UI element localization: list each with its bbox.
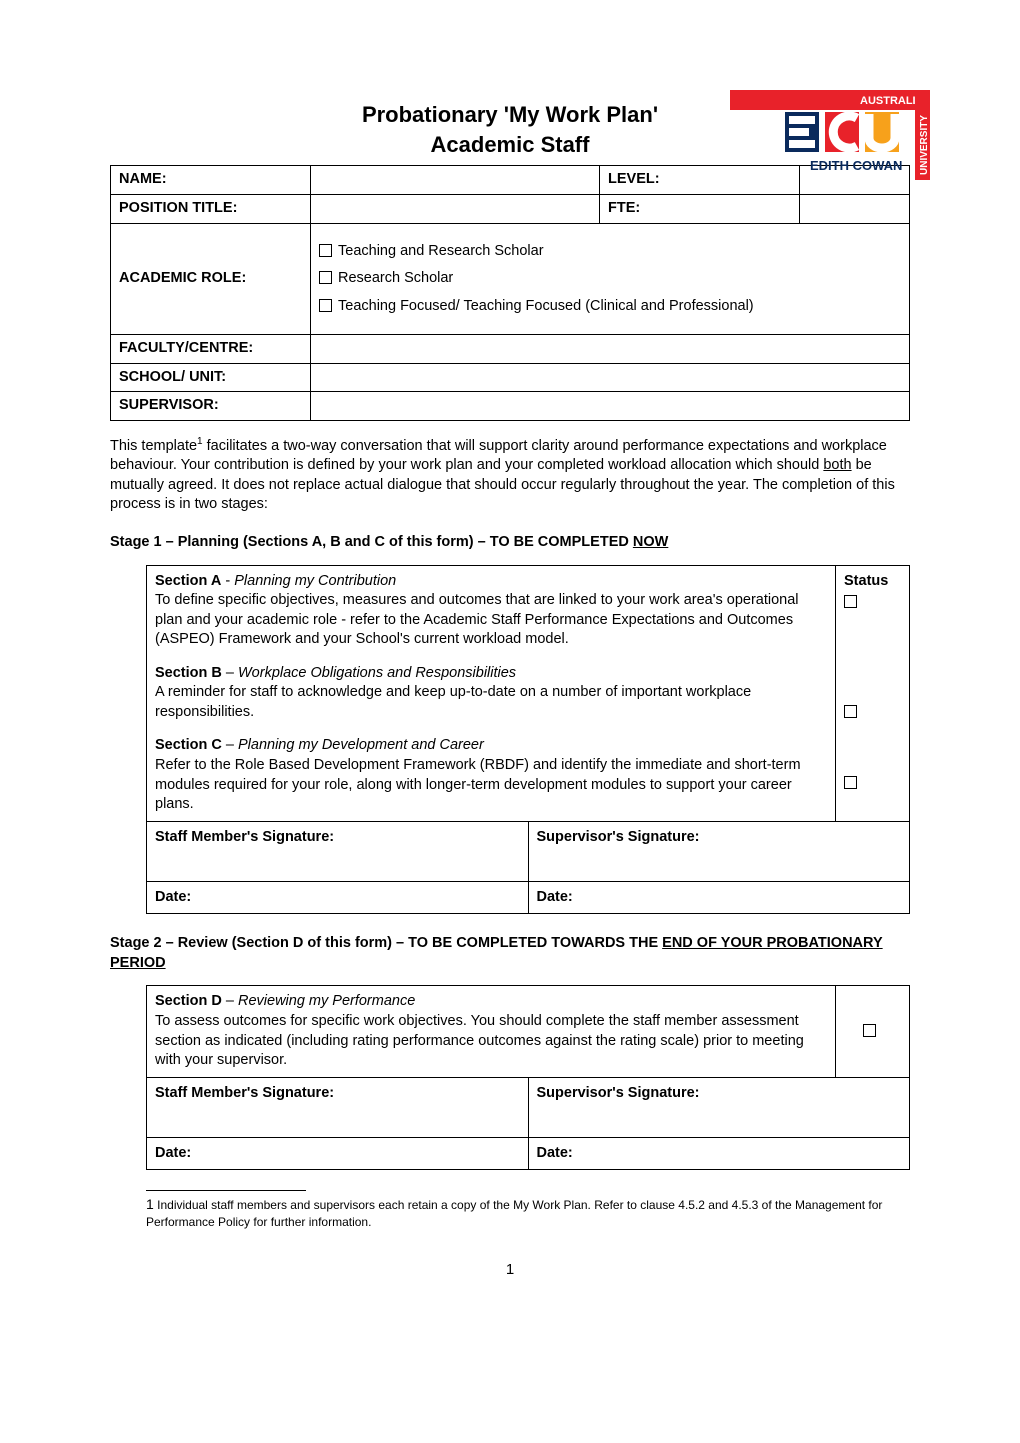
section-d-subtitle: Reviewing my Performance [238, 993, 415, 1009]
stage1-staff-date[interactable]: Date: [147, 881, 529, 914]
section-a: Section A - Planning my Contribution To … [155, 572, 827, 650]
status-label: Status [844, 572, 901, 592]
footnote: 1 Individual staff members and superviso… [146, 1195, 910, 1230]
checkbox-icon[interactable] [319, 271, 332, 284]
fte-field[interactable] [800, 194, 910, 223]
role-options: Teaching and Research Scholar Research S… [311, 223, 910, 335]
ecu-logo: AUSTRALIA UNIVERSITY EDITH COWAN [730, 90, 930, 180]
name-field[interactable] [311, 166, 600, 195]
role-option-a[interactable]: Teaching and Research Scholar [319, 242, 901, 262]
role-b-label: Research Scholar [338, 270, 453, 286]
school-field[interactable] [311, 363, 910, 392]
sup-sig-label: Supervisor's Signature: [537, 1085, 700, 1101]
checkbox-icon[interactable] [844, 595, 857, 608]
intro-a: This template [110, 438, 197, 454]
checkbox-icon[interactable] [319, 299, 332, 312]
stage1-sup-date[interactable]: Date: [528, 881, 910, 914]
position-field[interactable] [311, 194, 600, 223]
school-label: SCHOOL/ UNIT: [111, 363, 311, 392]
page-number: 1 [110, 1260, 910, 1280]
section-d-dash: – [222, 993, 238, 1009]
date-label: Date: [537, 1145, 573, 1161]
checkbox-icon[interactable] [863, 1024, 876, 1037]
section-c-dash: – [222, 737, 238, 753]
staff-sig-label: Staff Member's Signature: [155, 829, 334, 845]
staff-sig-label: Staff Member's Signature: [155, 1085, 334, 1101]
stage2-heading: Stage 2 – Review (Section D of this form… [110, 934, 910, 973]
faculty-field[interactable] [311, 335, 910, 364]
stage1-sig-table: Staff Member's Signature: Supervisor's S… [146, 821, 910, 915]
stage1-table: Section A - Planning my Contribution To … [146, 565, 910, 822]
stage1-status-col: Status [836, 565, 910, 821]
name-label: NAME: [111, 166, 311, 195]
stage2-staff-sig-cell[interactable]: Staff Member's Signature: [147, 1077, 529, 1137]
section-c-body: Refer to the Role Based Development Fram… [155, 757, 801, 812]
svg-text:UNIVERSITY: UNIVERSITY [919, 115, 930, 175]
footnote-text: Individual staff members and supervisors… [146, 1198, 882, 1229]
stage2-sig-table: Staff Member's Signature: Supervisor's S… [146, 1077, 910, 1171]
date-label: Date: [155, 1145, 191, 1161]
section-c: Section C – Planning my Development and … [155, 736, 827, 814]
stage1-sup-sig-cell[interactable]: Supervisor's Signature: [528, 821, 910, 881]
section-c-subtitle: Planning my Development and Career [238, 737, 484, 753]
section-a-subtitle: Planning my Contribution [234, 573, 396, 589]
checkbox-icon[interactable] [319, 244, 332, 257]
role-a-label: Teaching and Research Scholar [338, 243, 544, 259]
section-b-title: Section B [155, 665, 222, 681]
svg-text:AUSTRALIA: AUSTRALIA [860, 95, 924, 107]
role-option-c[interactable]: Teaching Focused/ Teaching Focused (Clin… [319, 297, 901, 317]
role-c-label: Teaching Focused/ Teaching Focused (Clin… [338, 298, 754, 314]
section-d-body: To assess outcomes for specific work obj… [155, 1013, 804, 1068]
checkbox-icon[interactable] [844, 776, 857, 789]
stage2-table: Section D – Reviewing my Performance To … [146, 985, 910, 1077]
stage2-status-col [836, 986, 910, 1077]
section-b-dash: – [222, 665, 238, 681]
faculty-label: FACULTY/CENTRE: [111, 335, 311, 364]
section-b: Section B – Workplace Obligations and Re… [155, 664, 827, 723]
role-option-b[interactable]: Research Scholar [319, 269, 901, 289]
stage1-heading: Stage 1 – Planning (Sections A, B and C … [110, 533, 910, 553]
stage1-sections-cell: Section A - Planning my Contribution To … [147, 565, 836, 821]
date-label: Date: [155, 889, 191, 905]
supervisor-label: SUPERVISOR: [111, 392, 311, 421]
footnote-rule [146, 1190, 306, 1191]
intro-both: both [823, 457, 851, 473]
section-a-body: To define specific objectives, measures … [155, 592, 799, 647]
section-c-title: Section C [155, 737, 222, 753]
stage2-staff-date[interactable]: Date: [147, 1137, 529, 1170]
stage1-staff-sig-cell[interactable]: Staff Member's Signature: [147, 821, 529, 881]
section-d: Section D – Reviewing my Performance To … [147, 986, 836, 1077]
stage2-sup-date[interactable]: Date: [528, 1137, 910, 1170]
position-label: POSITION TITLE: [111, 194, 311, 223]
intro-paragraph: This template1 facilitates a two-way con… [110, 435, 910, 515]
stage1-heading-a: Stage 1 – Planning (Sections A, B and C … [110, 534, 633, 550]
sup-sig-label: Supervisor's Signature: [537, 829, 700, 845]
section-a-title: Section A [155, 573, 221, 589]
footnote-num: 1 [146, 1196, 154, 1212]
section-b-subtitle: Workplace Obligations and Responsibiliti… [238, 665, 516, 681]
stage2-sup-sig-cell[interactable]: Supervisor's Signature: [528, 1077, 910, 1137]
supervisor-field[interactable] [311, 392, 910, 421]
stage2-heading-a: Stage 2 – Review (Section D of this form… [110, 935, 662, 951]
role-label: ACADEMIC ROLE: [111, 223, 311, 335]
header: AUSTRALIA UNIVERSITY EDITH COWAN Probati… [110, 100, 910, 159]
intro-b: facilitates a two-way conversation that … [110, 438, 887, 474]
section-a-dash: - [221, 573, 234, 589]
section-d-title: Section D [155, 993, 222, 1009]
date-label: Date: [537, 889, 573, 905]
stage1-heading-b: NOW [633, 534, 668, 550]
section-b-body: A reminder for staff to acknowledge and … [155, 684, 751, 720]
fte-label: FTE: [600, 194, 800, 223]
checkbox-icon[interactable] [844, 705, 857, 718]
svg-text:EDITH COWAN: EDITH COWAN [810, 158, 902, 173]
info-table: NAME: LEVEL: POSITION TITLE: FTE: ACADEM… [110, 165, 910, 421]
